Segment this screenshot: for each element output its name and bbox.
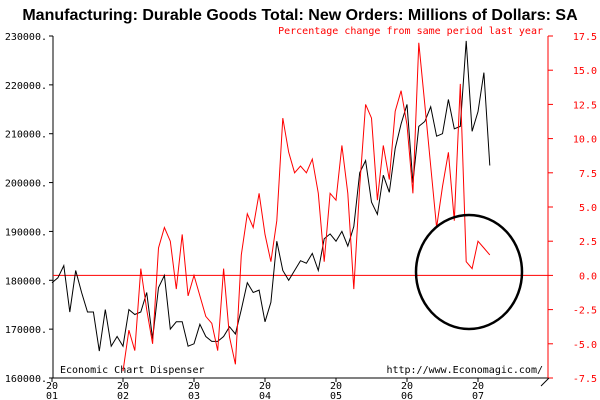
- right-tick-label: 2.5: [579, 237, 597, 248]
- pct-change-line: [122, 42, 491, 372]
- right-tick-label: 0.0: [579, 271, 597, 282]
- x-tick-label: 02: [117, 391, 129, 400]
- x-tick-label: 20: [472, 381, 484, 392]
- left-tick-label: 220000.: [5, 81, 47, 92]
- x-tick-label: 01: [46, 391, 58, 400]
- x-tick-label: 20: [330, 381, 342, 392]
- chart-title: Manufacturing: Durable Goods Total: New …: [22, 7, 578, 24]
- left-tick-label: 200000.: [5, 179, 47, 190]
- right-tick-label: 5.0: [579, 203, 597, 214]
- right-tick-label: -7.5: [573, 374, 597, 385]
- left-tick-label: 160000.: [5, 374, 47, 385]
- x-tick-label: 20: [259, 381, 271, 392]
- x-tick-label: 05: [330, 391, 342, 400]
- left-tick-label: 190000.: [5, 227, 47, 238]
- left-tick-label: 180000.: [5, 276, 47, 287]
- annotation-ellipse: [414, 213, 524, 331]
- x-tick-label: 03: [188, 391, 200, 400]
- right-tick-label: -5.0: [573, 340, 597, 351]
- new-orders-line: [51, 40, 491, 352]
- x-tick-label: 20: [117, 381, 129, 392]
- left-tick-label: 210000.: [5, 130, 47, 141]
- left-tick-label: 230000.: [5, 32, 47, 43]
- right-tick-label: 7.5: [579, 169, 597, 180]
- right-tick-label: 10.0: [573, 135, 597, 146]
- right-tick-label: -2.5: [573, 306, 597, 317]
- right-tick-label: 12.5: [573, 100, 597, 111]
- footer-right: http://www.Economagic.com/: [386, 365, 543, 376]
- x-minor-tick: [540, 377, 550, 387]
- right-tick-label: 15.0: [573, 66, 597, 77]
- right-tick-label: 17.5: [573, 32, 597, 43]
- x-tick-label: 20: [46, 381, 58, 392]
- x-tick-label: 20: [401, 381, 413, 392]
- right-axis-label: Percentage change from same period last …: [278, 26, 543, 37]
- footer-left: Economic Chart Dispenser: [60, 365, 205, 376]
- x-tick-label: 04: [259, 391, 271, 400]
- x-tick-label: 20: [188, 381, 200, 392]
- x-tick-label: 06: [401, 391, 413, 400]
- x-tick-label: 07: [472, 391, 484, 400]
- left-tick-label: 170000.: [5, 325, 47, 336]
